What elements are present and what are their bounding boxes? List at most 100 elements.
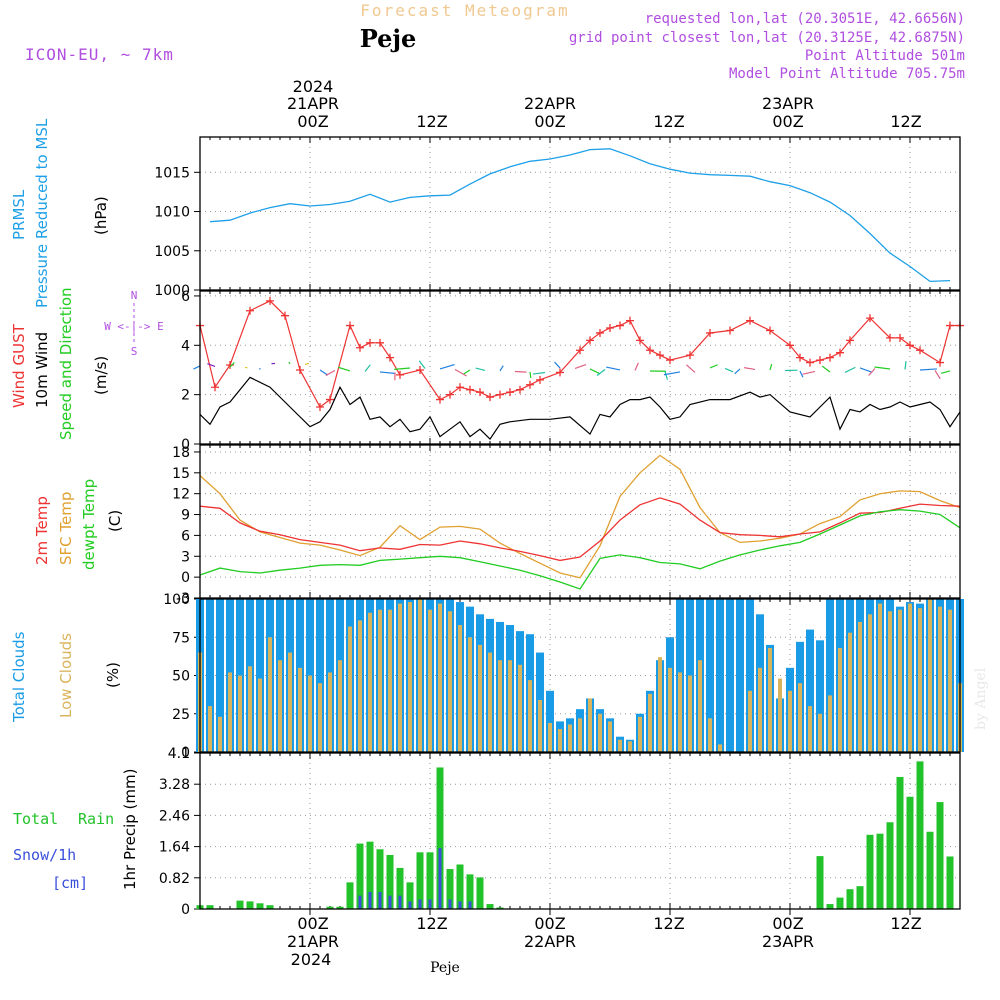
wind-gust-marker bbox=[746, 316, 754, 325]
wind-gust-marker bbox=[796, 353, 804, 362]
y-tick-label-precip: 4.1 bbox=[168, 746, 190, 762]
rain-bar bbox=[376, 849, 384, 909]
wind-gust-marker bbox=[556, 368, 564, 377]
point-altitude: Point Altitude 501m bbox=[805, 48, 965, 64]
wind-gust-marker bbox=[506, 388, 514, 397]
wind-direction-arrow bbox=[868, 368, 876, 376]
wind-direction-arrow bbox=[904, 361, 907, 370]
total-cloud-bar bbox=[316, 599, 324, 752]
low-cloud-bar bbox=[388, 609, 392, 752]
bottom-time-axis: 00Z 12Z 00Z 12Z 00Z 12Z 21APR 22APR 23AP… bbox=[287, 914, 922, 976]
low-cloud-bar bbox=[268, 637, 272, 752]
wind-gust-marker bbox=[446, 390, 454, 399]
low-cloud-bar bbox=[848, 632, 852, 752]
wind-gust-marker bbox=[936, 358, 944, 367]
wind-direction-arrow bbox=[663, 371, 681, 376]
low-cloud-bar bbox=[888, 611, 892, 752]
y-tick-label-wind: 6 bbox=[181, 289, 190, 305]
wind-direction-arrow bbox=[709, 364, 718, 369]
top-day-label-3: 23APR bbox=[762, 94, 814, 113]
wind-direction-label: Speed and Direction bbox=[57, 287, 75, 440]
low-cloud-bar bbox=[678, 672, 682, 752]
wind-gust-marker bbox=[586, 336, 594, 345]
low-cloud-bar bbox=[208, 706, 212, 752]
wind-direction-arrow bbox=[514, 370, 527, 373]
low-cloud-bar bbox=[948, 609, 952, 752]
wind-gust-marker bbox=[496, 390, 504, 399]
precip-snow-label: Snow/1h bbox=[13, 846, 76, 864]
pressure-label-2: Pressure Reduced to MSL bbox=[33, 118, 51, 308]
temp-2m-label: 2m Temp bbox=[33, 496, 51, 565]
low-cloud-bar bbox=[288, 652, 292, 752]
total-cloud-bar bbox=[806, 629, 814, 752]
wind-gust-marker bbox=[656, 351, 664, 360]
wind-direction-arrow bbox=[743, 367, 756, 371]
low-cloud-bar bbox=[668, 667, 672, 752]
compass-north: N bbox=[131, 289, 138, 302]
wind-gust-marker bbox=[266, 296, 274, 305]
wind-direction-arrow bbox=[193, 365, 201, 370]
wind-gust-marker bbox=[516, 385, 524, 394]
low-cloud-bar bbox=[918, 608, 922, 752]
bottom-hour-label-6: 12Z bbox=[890, 914, 921, 933]
wind-unit: (m/s) bbox=[92, 356, 110, 395]
total-cloud-bar bbox=[716, 599, 724, 752]
wind-direction-arrow bbox=[454, 368, 467, 377]
low-cloud-bar bbox=[308, 675, 312, 752]
low-cloud-bar bbox=[408, 602, 412, 752]
wind-gust-marker bbox=[526, 380, 534, 389]
top-hour-label-4: 12Z bbox=[653, 112, 684, 131]
wind-gust-marker bbox=[246, 306, 254, 315]
wind-direction-arrow bbox=[859, 367, 873, 373]
wind-gust-marker bbox=[726, 326, 734, 335]
wind-gust-marker bbox=[576, 346, 584, 355]
wind-direction-arrow bbox=[874, 366, 891, 370]
y-tick-label-wind: 4 bbox=[181, 338, 190, 354]
low-cloud-bar bbox=[448, 611, 452, 752]
wind-direction-arrow bbox=[439, 364, 455, 370]
top-day-label-2: 22APR bbox=[524, 94, 576, 113]
low-cloud-bar bbox=[908, 603, 912, 752]
y-tick-label-temp: -3 bbox=[176, 591, 190, 607]
clouds-unit: (%) bbox=[104, 662, 122, 688]
rain-bar bbox=[476, 877, 484, 909]
rain-bar bbox=[486, 904, 494, 909]
low-cloud-bar bbox=[378, 609, 382, 752]
snow-bar bbox=[408, 901, 412, 909]
wind-gust-marker bbox=[666, 356, 674, 365]
pressure-unit: (hPa) bbox=[92, 196, 110, 235]
wind-direction-arrow bbox=[769, 363, 773, 371]
wind-gust-marker bbox=[826, 353, 834, 362]
wind-gust-marker bbox=[626, 316, 634, 325]
wind-direction-arrow bbox=[229, 362, 235, 368]
y-tick-label-wind: 2 bbox=[181, 388, 190, 404]
low-cloud-bar bbox=[438, 603, 442, 752]
wind-direction-arrow bbox=[532, 371, 546, 375]
top-hour-label-5: 00Z bbox=[772, 112, 803, 131]
rain-bar bbox=[906, 796, 914, 909]
bottom-day-label-3: 23APR bbox=[762, 932, 814, 951]
top-hour-label-2: 12Z bbox=[416, 112, 447, 131]
low-cloud-bar bbox=[218, 716, 222, 752]
rain-bar bbox=[336, 906, 344, 909]
temp-unit: (C) bbox=[106, 510, 124, 532]
wind-gust-marker bbox=[786, 341, 794, 350]
wind-gust-marker bbox=[466, 385, 474, 394]
rain-bar bbox=[386, 854, 394, 909]
panel-frame-pressure bbox=[199, 136, 961, 291]
rain-bar bbox=[236, 900, 244, 909]
compass-south: S bbox=[131, 345, 138, 358]
low-cloud-bar bbox=[588, 698, 592, 752]
y-tick-label-precip: 0.82 bbox=[159, 871, 190, 887]
rain-bar bbox=[426, 852, 434, 909]
wind-direction-arrow bbox=[463, 369, 471, 375]
wind-label: 10m Wind bbox=[33, 332, 51, 408]
rain-bar bbox=[866, 834, 874, 909]
wind-gust-marker bbox=[846, 336, 854, 345]
low-cloud-bar bbox=[528, 680, 532, 752]
wind-direction-arrow bbox=[499, 365, 504, 372]
wind-direction-arrow bbox=[475, 367, 486, 372]
wind-direction-arrow bbox=[379, 371, 395, 374]
model-altitude: Model Point Altitude 705.75m bbox=[729, 66, 965, 82]
